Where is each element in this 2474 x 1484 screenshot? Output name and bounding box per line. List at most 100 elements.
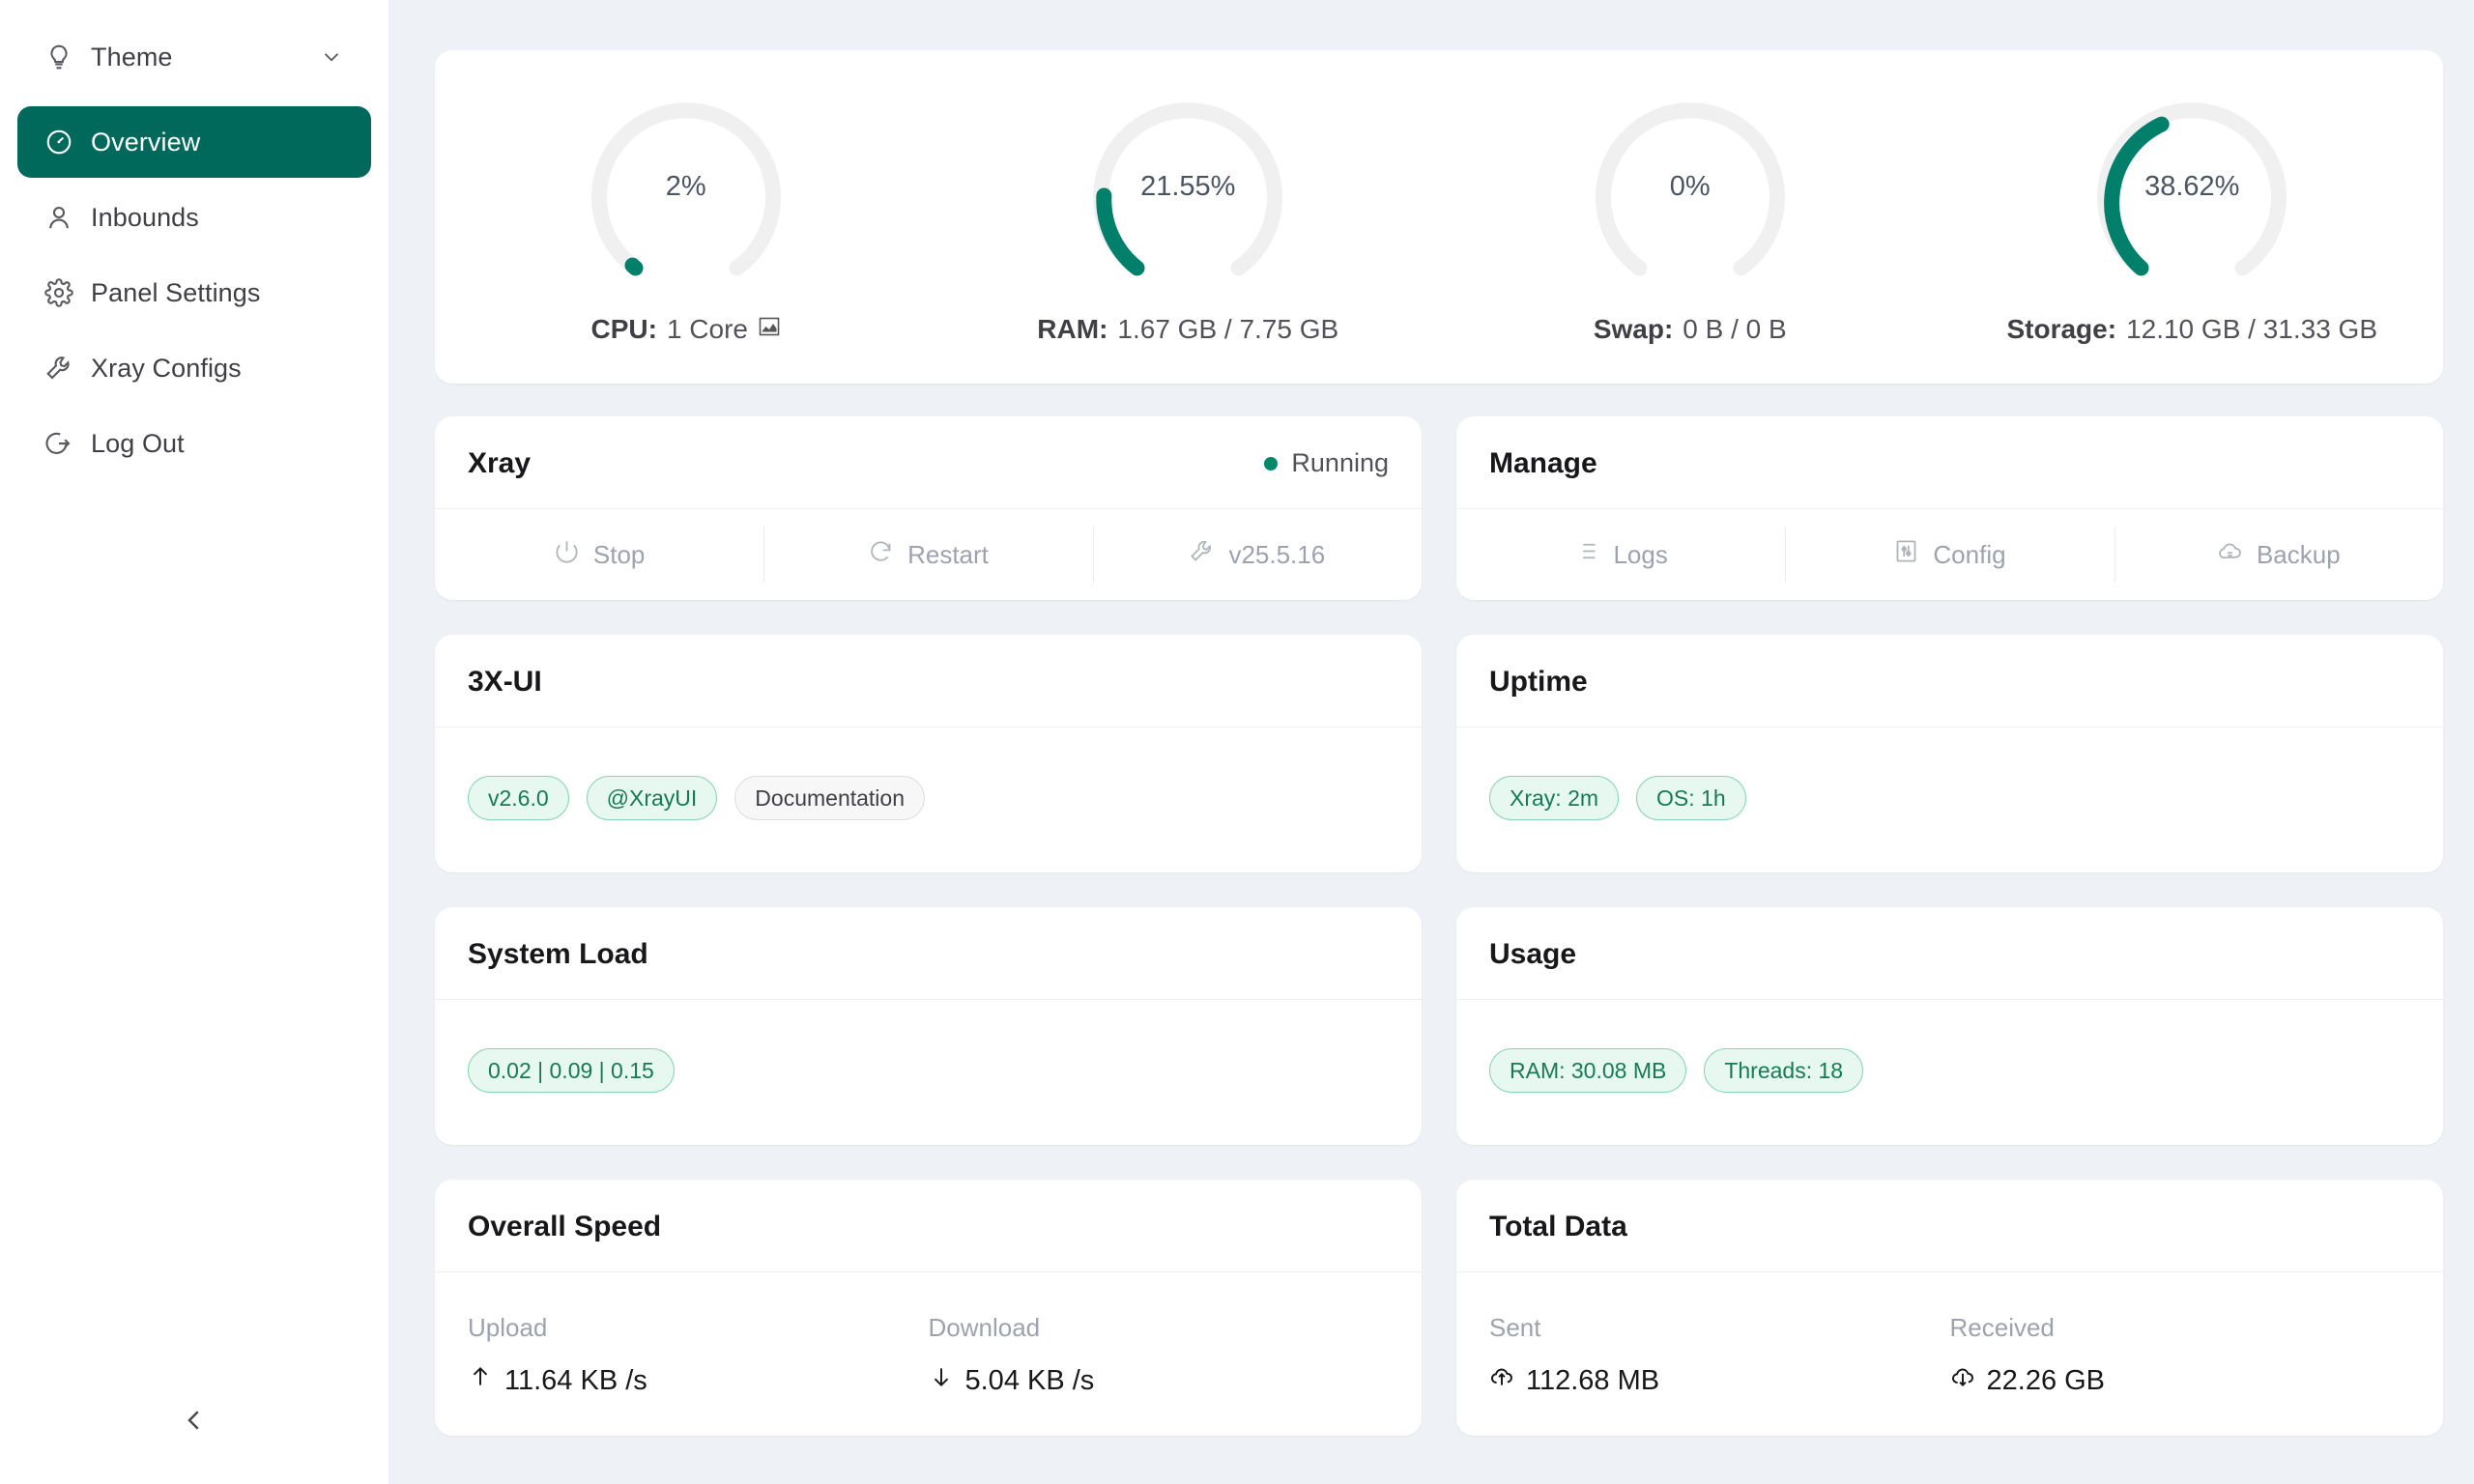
list-icon — [1573, 538, 1599, 571]
action-label: Config — [1933, 539, 2006, 569]
sidebar-item-label: Xray Configs — [91, 353, 242, 383]
sliders-icon — [1893, 538, 1919, 571]
gauge-label-value: 0 B / 0 B — [1683, 314, 1787, 344]
stat-value-text: 112.68 MB — [1526, 1364, 1660, 1396]
wrench-icon — [44, 354, 81, 383]
stat-sent: Sent 112.68 MB — [1489, 1313, 1950, 1397]
status-badge: Running — [1264, 448, 1389, 478]
gauge-ram: 21.55% RAM: 1.67 GB / 7.75 GB — [937, 83, 1440, 345]
threex-ui-card-body: v2.6.0 @XrayUI Documentation — [435, 728, 1422, 872]
arrow-down-icon — [929, 1364, 954, 1397]
gauge-value: 0% — [1669, 171, 1711, 202]
stat-value: 112.68 MB — [1489, 1364, 1950, 1397]
area-chart-icon[interactable] — [758, 314, 781, 345]
stat-label: Download — [928, 1313, 1041, 1342]
sidebar-item-overview[interactable]: Overview — [17, 106, 371, 178]
tag-os-uptime[interactable]: OS: 1h — [1636, 776, 1746, 820]
gauge-label-cpu: CPU: 1 Core — [591, 314, 782, 345]
sidebar-item-theme[interactable]: Theme — [17, 21, 371, 93]
sidebar-item-panel-settings[interactable]: Panel Settings — [17, 257, 371, 328]
tag-load-averages[interactable]: 0.02 | 0.09 | 0.15 — [468, 1048, 675, 1093]
logout-icon — [44, 429, 81, 458]
stat-value: 5.04 KB /s — [929, 1364, 1390, 1397]
sidebar-item-label: Panel Settings — [91, 277, 261, 307]
stat-download: Download 5.04 KB /s — [929, 1313, 1390, 1397]
action-label: Restart — [907, 539, 989, 569]
stat-label: Sent — [1489, 1313, 1541, 1342]
card-title: Manage — [1489, 446, 1597, 479]
action-label: Stop — [592, 539, 646, 569]
card-title: Uptime — [1489, 665, 1588, 698]
tag-version[interactable]: v2.6.0 — [468, 776, 569, 820]
restart-button[interactable]: Restart — [763, 509, 1092, 600]
backup-button[interactable]: Backup — [2114, 509, 2443, 600]
refresh-icon — [868, 538, 894, 571]
threex-ui-card-header: 3X-UI — [435, 635, 1422, 728]
sidebar-item-label: Theme — [91, 42, 173, 71]
card-title: Overall Speed — [468, 1210, 662, 1242]
gauge-ring-storage: 38.62% — [2071, 83, 2313, 291]
bulb-icon — [44, 43, 81, 71]
usage-card-header: Usage — [1456, 907, 2443, 1000]
xray-version-button[interactable]: v25.5.16 — [1092, 509, 1422, 600]
gauge-value: 21.55% — [1140, 171, 1236, 202]
cards-grid: Xray Running Stop Restart — [435, 416, 2443, 1436]
gauge-label-ram: RAM: 1.67 GB / 7.75 GB — [1037, 314, 1338, 345]
main-content: 2% CPU: 1 Core 21.55% — [388, 0, 2474, 1484]
stop-button[interactable]: Stop — [435, 509, 763, 600]
sidebar-item-log-out[interactable]: Log Out — [17, 408, 371, 479]
system-load-card: System Load 0.02 | 0.09 | 0.15 — [435, 907, 1422, 1145]
config-button[interactable]: Config — [1785, 509, 2114, 600]
arrow-up-icon — [468, 1364, 493, 1397]
system-load-card-header: System Load — [435, 907, 1422, 1000]
stat-upload: Upload 11.64 KB /s — [468, 1313, 929, 1397]
gauge-storage: 38.62% Storage: 12.10 GB / 31.33 GB — [1942, 83, 2444, 345]
threex-ui-card: 3X-UI v2.6.0 @XrayUI Documentation — [435, 635, 1422, 872]
tag-telegram[interactable]: @XrayUI — [586, 776, 718, 820]
chevron-down-icon[interactable] — [319, 44, 344, 70]
uptime-card-header: Uptime — [1456, 635, 2443, 728]
gauge-label-value: 1.67 GB / 7.75 GB — [1117, 314, 1339, 344]
action-label: Logs — [1613, 539, 1668, 569]
tag-usage-ram[interactable]: RAM: 30.08 MB — [1489, 1048, 1687, 1093]
total-data-card-body: Sent 112.68 MB Received 22.26 GB — [1456, 1272, 2443, 1436]
stat-value: 22.26 GB — [1950, 1364, 2411, 1397]
gear-icon — [44, 278, 81, 307]
stat-value-text: 11.64 KB /s — [504, 1364, 647, 1396]
overall-speed-card-body: Upload 11.64 KB /s Download 5.04 KB /s — [435, 1272, 1422, 1436]
sidebar-item-xray-configs[interactable]: Xray Configs — [17, 332, 371, 404]
uptime-card-body: Xray: 2m OS: 1h — [1456, 728, 2443, 872]
sidebar-item-label: Overview — [91, 127, 201, 157]
user-icon — [44, 203, 81, 232]
card-title: Usage — [1489, 937, 1577, 970]
left-column: Xray Running Stop Restart — [435, 416, 1422, 1436]
backup-icon — [2217, 538, 2243, 571]
overall-speed-card-header: Overall Speed — [435, 1180, 1422, 1272]
manage-card-header: Manage — [1456, 416, 2443, 509]
tag-usage-threads[interactable]: Threads: 18 — [1704, 1048, 1864, 1093]
gauge-label-key: Storage: — [2006, 314, 2117, 344]
xray-card-actions: Stop Restart v25.5.16 — [435, 509, 1422, 600]
gauge-ring-swap: 0% — [1569, 83, 1811, 291]
sidebar-item-label: Inbounds — [91, 202, 199, 232]
chevron-left-icon — [180, 1406, 209, 1440]
manage-card-actions: Logs Config Backup — [1456, 509, 2443, 600]
stat-label: Received — [1949, 1313, 2055, 1342]
gauge-ring-ram: 21.55% — [1067, 83, 1309, 291]
tag-documentation[interactable]: Documentation — [734, 776, 925, 820]
tag-xray-uptime[interactable]: Xray: 2m — [1489, 776, 1620, 820]
sidebar-item-label: Log Out — [91, 428, 185, 458]
action-label: v25.5.16 — [1228, 539, 1326, 569]
sidebar-collapse-button[interactable] — [0, 1406, 388, 1440]
gauge-label-storage: Storage: 12.10 GB / 31.33 GB — [2006, 314, 2377, 345]
total-data-card-header: Total Data — [1456, 1180, 2443, 1272]
action-label: Backup — [2256, 539, 2341, 569]
stat-value-text: 22.26 GB — [1986, 1364, 2106, 1396]
gauge-label-key: CPU: — [590, 314, 657, 344]
gauge-ring-cpu: 2% — [565, 83, 807, 291]
gauge-label-key: Swap: — [1593, 314, 1674, 344]
sidebar-item-inbounds[interactable]: Inbounds — [17, 182, 371, 253]
stat-value-text: 5.04 KB /s — [964, 1364, 1095, 1396]
gauge-value: 2% — [665, 171, 706, 202]
logs-button[interactable]: Logs — [1456, 509, 1785, 600]
